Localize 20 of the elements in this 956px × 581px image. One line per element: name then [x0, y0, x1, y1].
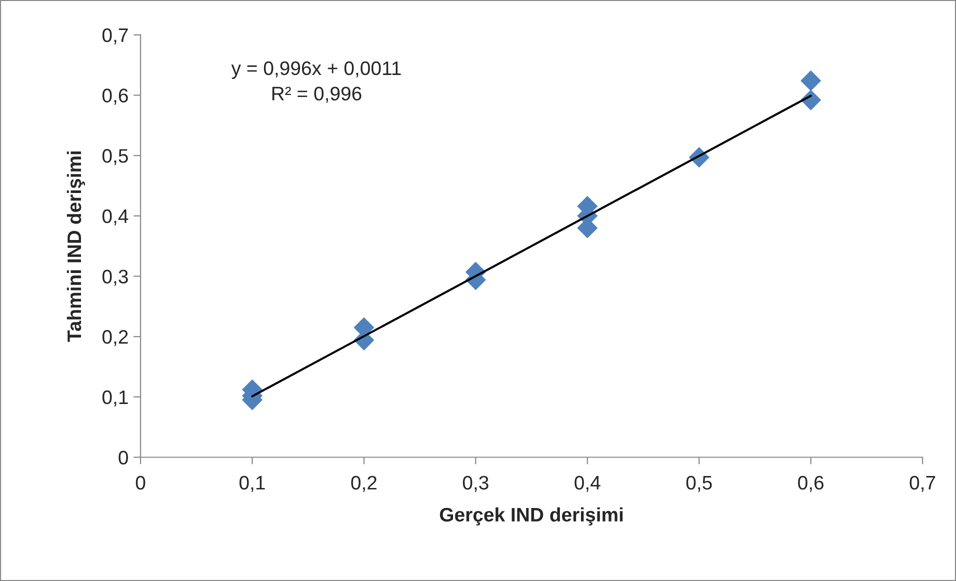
y-tick-label: 0 — [118, 450, 128, 464]
x-tick-label: 0,7 — [910, 476, 936, 492]
y-tick-label: 0,3 — [102, 270, 128, 286]
x-tick-label: 0,6 — [798, 476, 824, 492]
y-tick-label: 0,4 — [102, 209, 128, 226]
y-tick-label: 0,6 — [102, 88, 128, 105]
y-tick-label: 0,5 — [102, 149, 128, 166]
x-tick-label: 0,3 — [462, 476, 488, 492]
y-axis-title: Tahmini IND derişimi — [66, 151, 86, 342]
y-tick-label: 0,1 — [102, 390, 128, 406]
annotation: R² = 0,996 — [272, 86, 362, 103]
x-tick-label: 0 — [136, 476, 146, 490]
x-tick-label: 0,5 — [686, 476, 712, 492]
x-axis-title: Gerçek IND derişimi — [440, 507, 623, 526]
annotation: y = 0,996x + 0,0011 — [231, 61, 401, 79]
x-tick-label: 0,1 — [239, 476, 265, 492]
x-tick-label: 0,2 — [351, 476, 377, 492]
y-tick-label: 0,2 — [102, 330, 128, 346]
y-tick-label: 0,7 — [102, 28, 128, 44]
x-tick-label: 0,4 — [574, 476, 600, 492]
